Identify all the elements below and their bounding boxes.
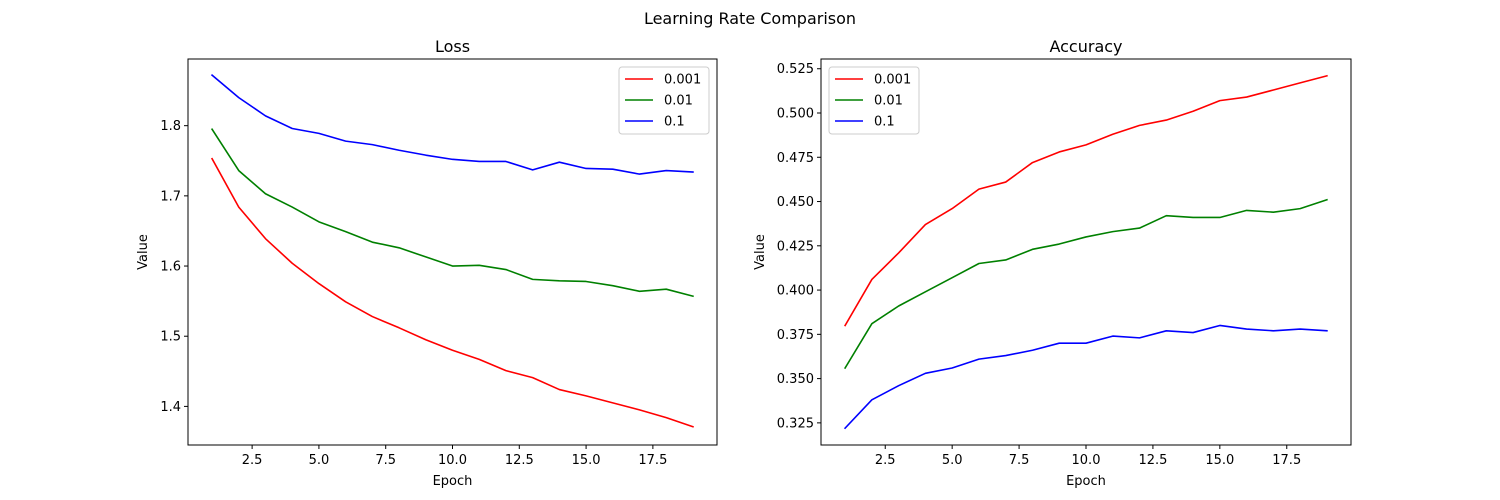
loss-chart-y-tick-label: 1.8 — [160, 119, 181, 134]
figure-suptitle: Learning Rate Comparison — [644, 9, 856, 28]
loss-chart-x-tick-label: 15.0 — [572, 453, 601, 468]
loss-chart-x-tick-label: 10.0 — [438, 453, 467, 468]
loss-chart-x-axis-label: Epoch — [433, 474, 473, 489]
loss-chart-legend-frame — [618, 66, 710, 135]
accuracy-chart-y-tick-label: 0.450 — [777, 195, 814, 210]
accuracy-chart-legend-label-0-001: 0.001 — [874, 73, 911, 88]
loss-chart-x-tick-label: 12.5 — [505, 453, 534, 468]
accuracy-chart-x-tick-label: 7.5 — [1009, 453, 1030, 468]
loss-chart-x-tick-label: 7.5 — [375, 453, 396, 468]
loss-chart-series-line-0-1 — [210, 74, 694, 175]
loss-chart-y-axis-label: Value — [136, 234, 151, 270]
loss-chart-y-tick-label: 1.4 — [160, 400, 181, 415]
loss-chart-legend-label-0-01: 0.01 — [664, 94, 693, 109]
accuracy-chart-y-axis-label: Value — [753, 234, 768, 270]
accuracy-chart-y-tick-label: 0.525 — [777, 62, 814, 77]
accuracy-chart-y-tick-label: 0.400 — [777, 284, 814, 299]
loss-chart-title: Loss — [435, 37, 470, 56]
accuracy-chart-series-line-0-01 — [843, 198, 1328, 370]
accuracy-chart-y-tick-label: 0.500 — [777, 107, 814, 122]
loss-chart-series-line-0-001 — [210, 157, 694, 428]
accuracy-chart-y-tick-label: 0.375 — [777, 328, 814, 343]
accuracy-chart-legend: 0.001 0.01 0.1 — [828, 66, 920, 135]
accuracy-chart-series-line-0-001 — [843, 74, 1328, 327]
accuracy-chart-y-tick-label: 0.350 — [777, 372, 814, 387]
accuracy-chart-y-tick-label: 0.425 — [777, 239, 814, 254]
accuracy-chart-legend-label-0-1: 0.1 — [874, 115, 895, 130]
accuracy-chart-x-tick-label: 15.0 — [1205, 453, 1234, 468]
loss-chart-series-group — [210, 74, 694, 428]
loss-chart-x-tick-label: 17.5 — [638, 453, 667, 468]
accuracy-chart-legend-frame — [828, 66, 920, 135]
accuracy-chart-y-tick-label: 0.325 — [777, 416, 814, 431]
loss-chart-y-tick-label: 1.6 — [160, 260, 181, 275]
loss-chart-x-tick-label: 5.0 — [309, 453, 330, 468]
loss-chart-panel: 2.5 5.0 7.5 10.0 12.5 15.0 17.5 1.4 1.5 1.6 1.7 1.8… — [136, 37, 718, 489]
loss-chart-series-line-0-01 — [210, 128, 694, 298]
accuracy-chart-series-line-0-1 — [843, 324, 1328, 430]
loss-chart-x-tick-label: 2.5 — [242, 453, 263, 468]
accuracy-chart-legend-label-0-01: 0.01 — [874, 94, 903, 109]
loss-chart-y-tick-label: 1.5 — [160, 330, 181, 345]
loss-chart-y-tick-label: 1.7 — [160, 189, 181, 204]
loss-chart-legend-label-0-1: 0.1 — [664, 115, 685, 130]
accuracy-chart-series-group — [843, 74, 1328, 430]
accuracy-chart-x-axis-label: Epoch — [1066, 474, 1106, 489]
accuracy-chart-panel: 2.5 5.0 7.5 10.0 12.5 15.0 17.5 0.325 0.350 0.375… — [753, 37, 1352, 489]
accuracy-chart-title: Accuracy — [1049, 37, 1122, 56]
accuracy-chart-x-tick-label: 12.5 — [1138, 453, 1167, 468]
accuracy-chart-x-tick-label: 5.0 — [942, 453, 963, 468]
loss-chart-legend: 0.001 0.01 0.1 — [618, 66, 710, 135]
accuracy-chart-x-tick-label: 10.0 — [1072, 453, 1101, 468]
loss-chart-legend-label-0-001: 0.001 — [664, 73, 701, 88]
accuracy-chart-x-tick-label: 2.5 — [875, 453, 896, 468]
accuracy-chart-y-tick-label: 0.475 — [777, 151, 814, 166]
accuracy-chart-x-tick-label: 17.5 — [1272, 453, 1301, 468]
